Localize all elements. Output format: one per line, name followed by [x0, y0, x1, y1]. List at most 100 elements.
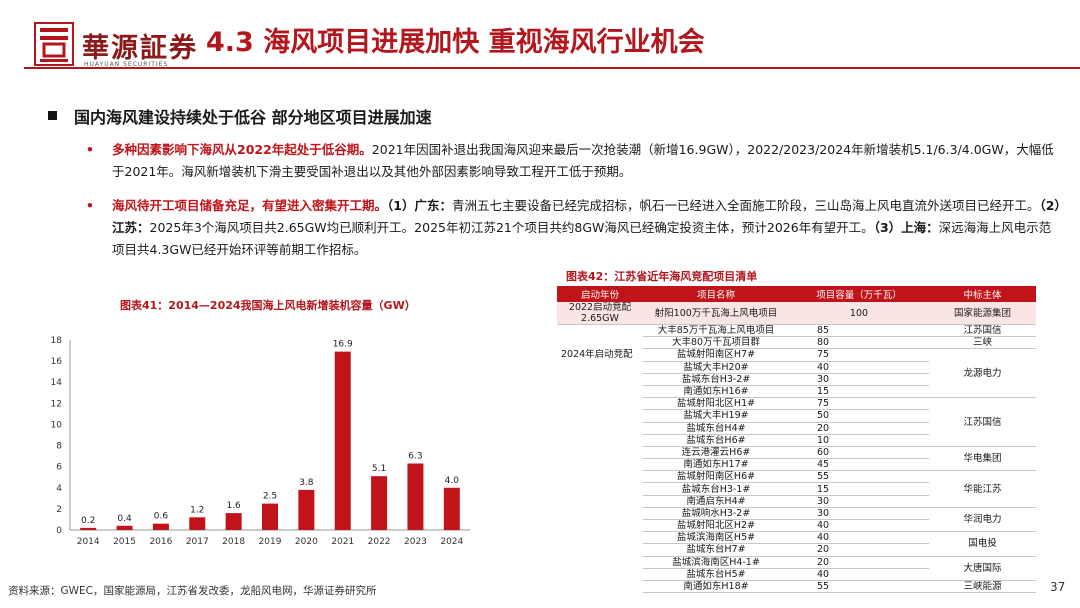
table-caption: 图表42：江苏省近年海风竞配项目清单 — [566, 270, 758, 283]
table-row: 盐城东台H6# 10 — [557, 434, 1036, 447]
guangdong-label: （1）广东： — [387, 198, 452, 213]
jiangsu-text: 2025年3个海风项目共2.65GW均已顺利开工。2025年初江苏21个项目共约… — [149, 220, 874, 235]
project-name: 盐城东台H4# — [643, 422, 789, 435]
bar — [262, 503, 278, 530]
jiangsu-label: （2）江苏： — [112, 198, 1061, 235]
table-row: 盐城大丰H20# 40 — [557, 361, 1036, 374]
bar-value-label: 1.2 — [190, 505, 204, 515]
project-capacity: 100 — [789, 302, 929, 325]
project-name: 盐城东台H3-2# — [643, 373, 789, 386]
table-row: 盐城射阳北区H2# 40 — [557, 519, 1036, 533]
bar-value-label: 0.6 — [154, 512, 169, 522]
project-capacity: 55 — [789, 470, 929, 484]
x-tick-label: 2021 — [331, 537, 354, 547]
bar-value-label: 3.8 — [299, 478, 314, 488]
bar — [225, 513, 242, 530]
table-row: 南通如东H18# 55 三峡能源 — [557, 580, 1036, 594]
project-capacity: 60 — [789, 446, 929, 460]
table-row: 南通启东H4# 30 — [557, 495, 1036, 508]
project-capacity: 30 — [789, 373, 929, 386]
y-tick-label: 0 — [56, 526, 62, 536]
project-name: 盐城滨海南区H4-1# — [643, 556, 789, 569]
project-capacity: 20 — [789, 422, 929, 435]
project-name: 盐城射阳南区H7# — [643, 348, 789, 362]
project-capacity: 40 — [789, 361, 929, 374]
guangdong-text: 青洲五七主要设备已经完成招标，帆石一已经进入全面施工阶段，三山岛海上风电直流外送… — [451, 198, 1040, 213]
owner-group-cell: 三峡能源 — [929, 580, 1036, 594]
bar — [407, 463, 424, 530]
y-tick-label: 2 — [56, 505, 62, 515]
project-capacity: 40 — [789, 568, 929, 581]
x-tick-label: 2020 — [295, 537, 318, 547]
project-name: 南通如东H18# — [643, 580, 789, 594]
bar — [371, 476, 388, 530]
project-capacity: 55 — [789, 580, 929, 594]
bar — [80, 527, 97, 530]
project-name: 射阳100万千瓦海上风电项目 — [643, 302, 789, 325]
logo-name-en: HUAYUAN SECURITIES — [84, 61, 169, 68]
table-row: 大丰85万千瓦海上风电项目 85 江苏国信 — [557, 324, 1036, 338]
project-capacity: 15 — [789, 385, 929, 399]
table-row: 盐城东台H5# 40 — [557, 568, 1036, 581]
square-bullet-icon — [48, 111, 57, 120]
table-row: 盐城东台H3-2# 30 — [557, 373, 1036, 386]
project-name: 盐城东台H5# — [643, 568, 789, 581]
project-capacity: 15 — [789, 482, 929, 496]
bullet-dot-icon: • — [86, 142, 94, 157]
bar — [334, 351, 351, 530]
project-name: 盐城滨海南区H5# — [643, 531, 789, 545]
y-tick-label: 18 — [51, 336, 63, 346]
table-row: 盐城射阳北区H1# 75 江苏国信 — [557, 397, 1036, 447]
project-capacity: 40 — [789, 519, 929, 533]
table-row: 大丰80万千瓦项目群 80 三峡 — [557, 336, 1036, 350]
table-row: 盐城射阳南区H6# 55 华能江苏 — [557, 470, 1036, 508]
bar-value-label: 1.6 — [226, 501, 241, 511]
table-row: 盐城大丰H19# 50 — [557, 409, 1036, 423]
project-name: 大丰85万千瓦海上风电项目 — [643, 324, 789, 338]
project-name: 盐城射阳北区H1# — [643, 397, 789, 411]
x-tick-label: 2017 — [186, 537, 209, 547]
x-tick-label: 2015 — [113, 537, 136, 547]
y-tick-label: 12 — [51, 399, 62, 409]
project-name: 南通如东H17# — [643, 458, 789, 472]
logo-name-cn: 華源証券 — [82, 33, 198, 64]
bullet-paragraph-2: • 海风待开工项目储备充足，有望进入密集开工期。（1）广东：青洲五七主要设备已经… — [86, 195, 1062, 261]
project-name: 盐城东台H3-1# — [643, 482, 789, 496]
project-capacity: 30 — [789, 495, 929, 508]
project-capacity: 40 — [789, 531, 929, 545]
chart-caption: 图表41：2014—2024我国海上风电新增装机容量（GW） — [120, 299, 416, 312]
table-row: 南通如东H17# 45 — [557, 458, 1036, 472]
x-tick-label: 2016 — [149, 537, 172, 547]
y-tick-label: 16 — [51, 357, 63, 367]
bar — [189, 517, 206, 530]
table-header-row: 启动年份 项目名称 项目容量（万千瓦） 中标主体 — [557, 286, 1036, 302]
table-row: 盐城滨海南区H4-1# 20 大唐国际 — [557, 556, 1036, 581]
bar — [298, 489, 315, 530]
project-owner: 三峡 — [929, 336, 1036, 350]
project-capacity: 85 — [789, 324, 929, 338]
table-row: 盐城东台H4# 20 — [557, 422, 1036, 435]
company-logo-icon — [34, 22, 74, 66]
project-name: 南通如东H16# — [643, 385, 789, 399]
project-capacity: 20 — [789, 543, 929, 557]
y-tick-label: 10 — [51, 420, 63, 430]
offshore-wind-bar-chart: 0 2 4 6 8 10 12 14 16 18 0.2 2014 0.4 2015 0.6 2016 1.2 2… — [51, 336, 470, 547]
project-capacity: 30 — [789, 507, 929, 521]
col-header-name: 项目名称 — [643, 286, 789, 302]
year-2022-cell: 2022启动竞配 2.65GW — [557, 302, 643, 325]
project-capacity: 45 — [789, 458, 929, 472]
page-title: 4.3 海风项目进展加快 重视海风行业机会 — [206, 27, 705, 58]
source-note: 资料来源：GWEC，国家能源局，江苏省发改委，龙船风电网，华源证券研究所 — [8, 585, 377, 597]
table-row: 盐城东台H3-1# 15 — [557, 482, 1036, 496]
owner-group-cell: 江苏国信 — [929, 397, 1036, 447]
section-heading: 国内海风建设持续处于低谷 部分地区项目进展加速 — [74, 108, 432, 127]
project-name: 盐城射阳南区H6# — [643, 470, 789, 484]
bar-value-label: 6.3 — [408, 452, 422, 462]
project-name: 盐城东台H7# — [643, 543, 789, 557]
bar — [443, 487, 460, 530]
bar-value-label: 2.5 — [263, 492, 277, 502]
project-capacity: 80 — [789, 336, 929, 350]
project-capacity: 20 — [789, 556, 929, 569]
table-row: 2024年启动竞配 盐城射阳南区H7# 75 龙源电力 — [557, 348, 1036, 399]
project-name: 大丰80万千瓦项目群 — [643, 336, 789, 350]
